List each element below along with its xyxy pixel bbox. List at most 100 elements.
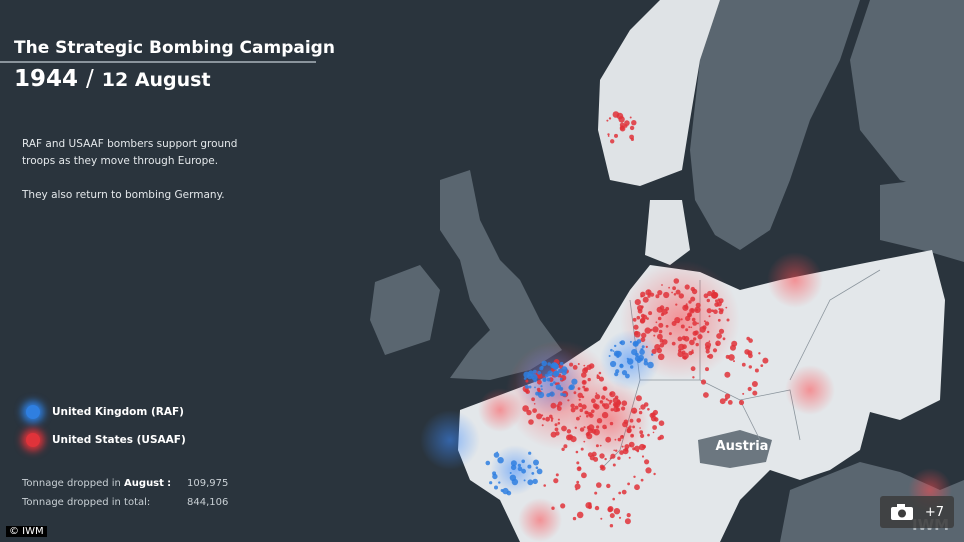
glow [478, 388, 522, 432]
bomb-dot [626, 428, 632, 434]
bomb-dot [576, 511, 584, 519]
bomb-dot [577, 387, 581, 391]
legend-item: United States (USAAF) [20, 426, 186, 454]
bomb-dot [559, 386, 564, 391]
bomb-dot [690, 366, 696, 372]
bomb-dot [624, 120, 630, 126]
bomb-dot [578, 403, 583, 408]
bomb-dot [624, 518, 631, 525]
bomb-dot [618, 116, 625, 123]
bomb-dot [551, 362, 558, 369]
stats: Tonnage dropped in August :109,975 Tonna… [22, 474, 228, 512]
bomb-dot [738, 399, 745, 406]
bomb-dot [612, 402, 618, 407]
bomb-dot [640, 291, 646, 297]
bomb-dot [605, 398, 608, 401]
bomb-dot [733, 360, 735, 363]
bomb-dot [614, 344, 617, 348]
bomb-dot [550, 431, 557, 438]
bomb-dot [707, 290, 713, 297]
bomb-dot [612, 497, 615, 501]
bomb-dot [691, 349, 694, 352]
bomb-dot [528, 385, 532, 389]
bomb-dot [569, 362, 574, 367]
bomb-dot [608, 402, 612, 405]
photo-gallery-button[interactable]: +7 [880, 496, 954, 528]
bomb-dot [601, 395, 606, 400]
bomb-dot [695, 342, 699, 347]
bomb-dot [621, 489, 627, 495]
bomb-dot [695, 302, 701, 308]
bomb-dot [624, 447, 629, 452]
bomb-dot [620, 435, 624, 439]
bomb-dot [525, 384, 529, 389]
bomb-dot [579, 408, 584, 413]
bombing-dots [420, 111, 952, 542]
bomb-dot [617, 456, 621, 460]
bomb-dot [627, 482, 630, 486]
bomb-dot [600, 465, 606, 471]
bomb-dot [724, 393, 731, 399]
bomb-dot [566, 429, 572, 434]
stat-label: Tonnage dropped in August : [22, 474, 187, 493]
bomb-dot [609, 391, 616, 398]
legend-item: United Kingdom (RAF) [20, 398, 186, 426]
bomb-dot [602, 424, 607, 430]
bomb-dot [716, 301, 722, 307]
bomb-dot [583, 426, 586, 429]
bomb-dot [640, 348, 643, 351]
bomb-dot [523, 371, 530, 378]
bomb-dot [606, 119, 609, 122]
bomb-dot [540, 385, 543, 388]
bomb-dot [694, 330, 699, 336]
bomb-dot [747, 386, 752, 392]
bomb-dot [643, 358, 648, 363]
sweden [690, 0, 860, 250]
bomb-dot [581, 379, 587, 385]
bomb-dot [684, 284, 690, 290]
bomb-dot [609, 421, 614, 426]
bomb-dot [559, 361, 564, 366]
bomb-dot [610, 348, 613, 352]
bomb-dot [625, 373, 630, 379]
bomb-dot [671, 291, 673, 294]
bomb-dot [717, 318, 721, 322]
bomb-dot [561, 366, 568, 373]
bomb-dot [762, 357, 769, 364]
bomb-dot [657, 290, 663, 296]
bomb-dot [747, 350, 753, 356]
bomb-dot [688, 326, 691, 329]
bomb-dot [577, 392, 583, 398]
bomb-dot [678, 293, 684, 299]
bomb-dot [639, 357, 643, 362]
bomb-dot [540, 365, 544, 369]
bomb-dot [689, 339, 695, 346]
bomb-dot [661, 284, 663, 286]
austria [698, 430, 772, 468]
bomb-dot [550, 419, 554, 422]
bomb-dot [570, 436, 577, 443]
bomb-dot [581, 472, 587, 479]
bomb-dot [587, 424, 595, 431]
bomb-dot [650, 415, 657, 422]
bomb-dot [704, 341, 712, 348]
bomb-dot [600, 517, 603, 520]
bomb-dot [652, 326, 659, 333]
camera-icon [891, 504, 913, 520]
bomb-dot [634, 352, 639, 357]
bomb-dot [537, 391, 545, 399]
bomb-dot [640, 313, 646, 318]
bomb-dot [663, 291, 670, 299]
bomb-dot [618, 491, 622, 495]
bomb-dot [634, 445, 640, 452]
bomb-dot [639, 430, 644, 435]
bomb-dot [543, 484, 546, 487]
bomb-dot [629, 125, 635, 131]
bomb-dot [682, 352, 689, 359]
bomb-dot [659, 338, 664, 343]
bomb-dot [658, 420, 665, 427]
bomb-dot [657, 333, 663, 340]
bomb-dot [696, 322, 699, 325]
bomb-dot [555, 431, 560, 436]
bomb-dot [760, 364, 764, 367]
